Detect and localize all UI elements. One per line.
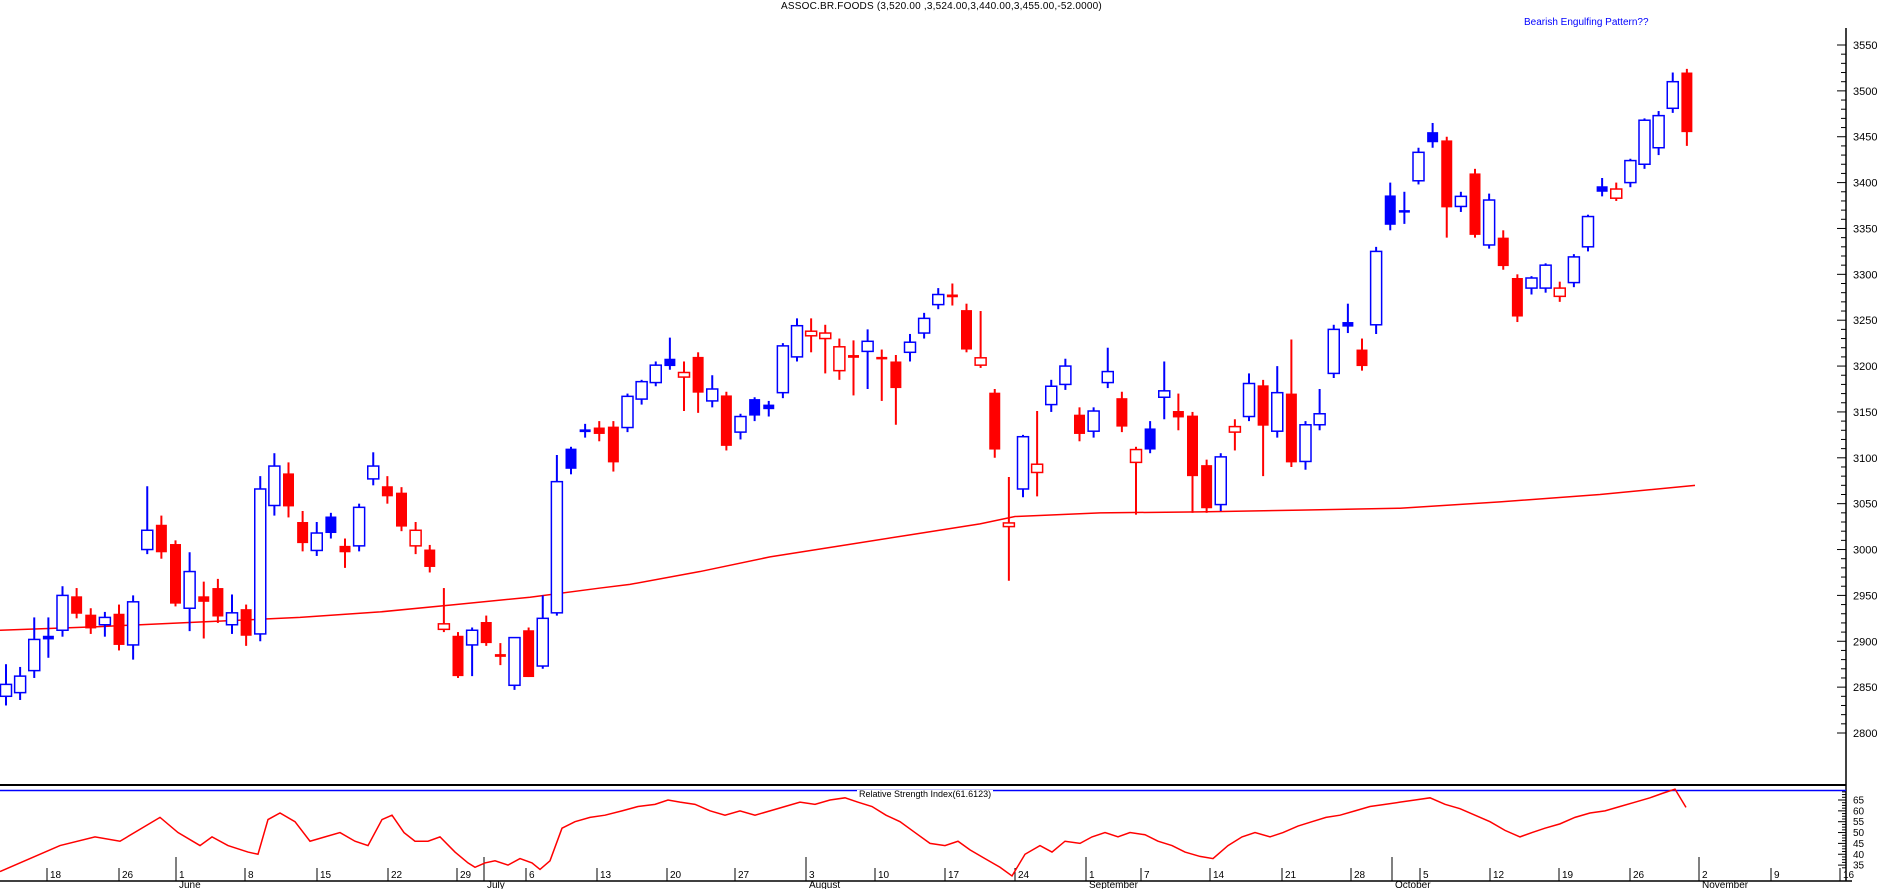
svg-text:18: 18 [50,870,62,881]
svg-text:65: 65 [1853,796,1865,807]
rsi-line [0,788,1687,878]
svg-text:3400: 3400 [1853,178,1877,190]
svg-text:2: 2 [1702,870,1708,881]
svg-text:3450: 3450 [1853,132,1877,144]
svg-text:19: 19 [1562,870,1574,881]
svg-text:November: November [1702,880,1749,889]
svg-text:9: 9 [1774,870,1780,881]
svg-text:20: 20 [670,870,682,881]
moving-average-line [0,484,1696,632]
svg-text:2850: 2850 [1853,682,1877,694]
candlestick-layer [0,68,1693,706]
svg-text:40: 40 [1853,850,1865,861]
svg-text:7: 7 [1144,870,1150,881]
svg-text:28: 28 [1354,870,1366,881]
svg-text:6: 6 [529,870,535,881]
svg-text:29: 29 [460,870,472,881]
svg-text:22: 22 [391,870,403,881]
svg-text:60: 60 [1853,806,1865,817]
svg-text:2800: 2800 [1853,728,1877,740]
svg-text:26: 26 [122,870,134,881]
svg-text:1: 1 [1089,870,1095,881]
svg-text:3150: 3150 [1853,407,1877,419]
svg-text:3250: 3250 [1853,315,1877,327]
svg-text:September: September [1089,880,1139,889]
price-axis: 3550350034503400335033003250320031503100… [1837,28,1877,881]
svg-text:13: 13 [600,870,612,881]
svg-text:16: 16 [1843,870,1855,881]
svg-text:1: 1 [179,870,185,881]
svg-text:21: 21 [1285,870,1297,881]
svg-text:10: 10 [878,870,890,881]
svg-text:12: 12 [1493,870,1505,881]
svg-text:26: 26 [1633,870,1645,881]
svg-text:14: 14 [1213,870,1225,881]
svg-text:3500: 3500 [1853,86,1877,98]
svg-text:3200: 3200 [1853,361,1877,373]
svg-text:5: 5 [1423,870,1429,881]
svg-text:2950: 2950 [1853,590,1877,602]
pattern-annotation: Bearish Engulfing Pattern?? [1524,17,1649,28]
svg-text:17: 17 [948,870,960,881]
svg-text:55: 55 [1853,817,1865,828]
svg-text:8: 8 [248,870,254,881]
svg-text:45: 45 [1853,839,1865,850]
rsi-indicator-title: Relative Strength Index(61.6123) [857,789,994,799]
svg-text:24: 24 [1018,870,1030,881]
svg-text:3100: 3100 [1853,453,1877,465]
svg-text:3: 3 [809,870,815,881]
svg-text:3000: 3000 [1853,545,1877,557]
svg-text:3300: 3300 [1853,269,1877,281]
svg-text:2900: 2900 [1853,636,1877,648]
svg-text:July: July [487,880,505,889]
svg-text:3550: 3550 [1853,40,1877,52]
svg-text:June: June [179,880,201,889]
svg-text:35: 35 [1853,861,1865,872]
svg-text:15: 15 [320,870,332,881]
svg-text:3050: 3050 [1853,499,1877,511]
svg-text:27: 27 [738,870,750,881]
svg-text:3350: 3350 [1853,223,1877,235]
svg-text:August: August [809,880,840,889]
svg-text:50: 50 [1853,828,1865,839]
svg-text:October: October [1395,880,1431,889]
chart-title: ASSOC.BR.FOODS (3,520.00 ,3,524.00,3,440… [781,1,1102,12]
